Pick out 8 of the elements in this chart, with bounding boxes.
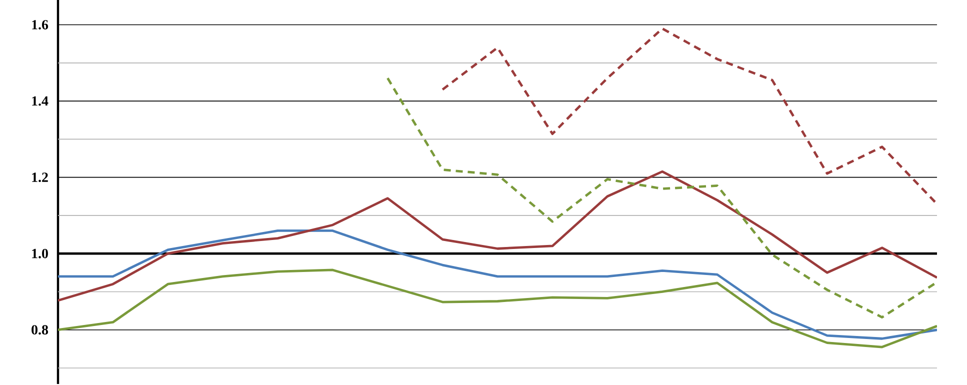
y-tick-label: 1.0 — [32, 248, 48, 258]
line-series — [386, 76, 938, 318]
y-tick-label: 1.2 — [32, 172, 48, 182]
y-tick-label: 0.8 — [32, 325, 48, 335]
y-tick-label: 1.6 — [32, 20, 48, 30]
line-series — [441, 27, 938, 206]
line-series — [58, 170, 938, 302]
y-tick-label: 1.4 — [32, 96, 48, 106]
